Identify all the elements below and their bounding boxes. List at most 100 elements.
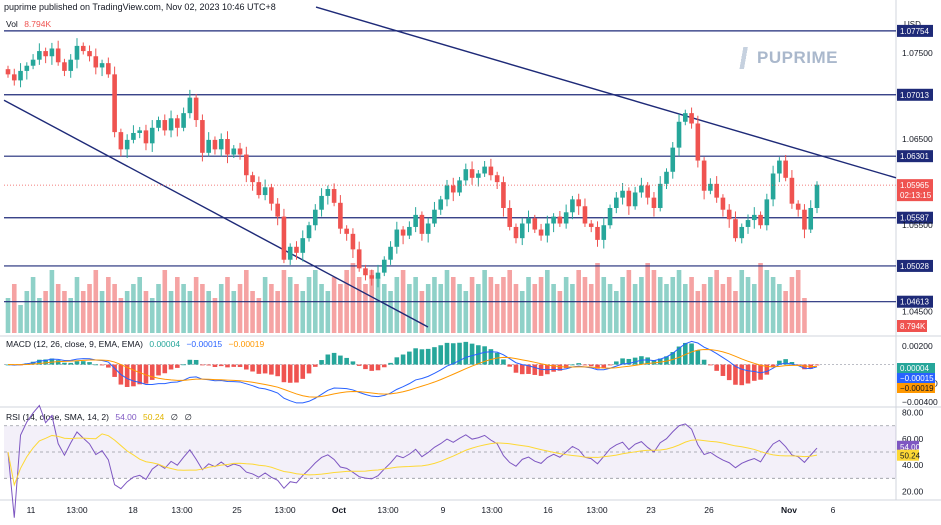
macd-histogram-bar bbox=[112, 364, 117, 377]
candle-body bbox=[237, 148, 243, 155]
candle-body bbox=[187, 97, 193, 114]
macd-legend[interactable]: MACD (12, 26, close, 9, EMA, EMA) 0.0000… bbox=[6, 339, 264, 349]
macd-histogram-bar bbox=[74, 361, 80, 365]
macd-histogram-bar bbox=[457, 342, 462, 365]
candle-body bbox=[563, 212, 569, 224]
macd-histogram-bar bbox=[262, 364, 268, 374]
candle-body bbox=[49, 48, 55, 57]
macd-legend-histogram: 0.00004 bbox=[149, 339, 181, 349]
volume-bar bbox=[118, 298, 124, 333]
volume-bar bbox=[338, 284, 343, 333]
time-axis-tick: 13:00 bbox=[274, 505, 296, 515]
macd-histogram-bar bbox=[557, 364, 563, 371]
candle-body bbox=[112, 74, 117, 133]
candle-body bbox=[99, 63, 105, 68]
volume-bar bbox=[55, 284, 61, 333]
candle-body bbox=[407, 226, 412, 236]
volume-bar bbox=[607, 284, 613, 333]
volume-bar bbox=[375, 277, 381, 333]
macd-histogram-bar bbox=[381, 364, 387, 368]
macd-histogram-bar bbox=[614, 361, 619, 365]
candle-body bbox=[683, 113, 688, 122]
candle-body bbox=[24, 65, 30, 71]
volume-bar bbox=[131, 284, 136, 333]
rsi-ma-value-tag: 50.24 bbox=[900, 452, 921, 461]
candle-body bbox=[62, 62, 67, 71]
macd-axis-tick: −0.00400 bbox=[902, 397, 938, 407]
volume-bar bbox=[319, 284, 324, 333]
volume-bar bbox=[325, 291, 331, 333]
macd-histogram-bar bbox=[739, 364, 745, 386]
volume-bar bbox=[632, 284, 638, 333]
volume-bar bbox=[425, 284, 431, 333]
volume-bar bbox=[501, 277, 506, 333]
candle-body bbox=[639, 185, 644, 193]
macd-histogram-bar bbox=[689, 343, 694, 365]
volume-bar bbox=[513, 284, 519, 333]
macd-histogram-bar bbox=[193, 359, 199, 365]
candle-body bbox=[218, 139, 224, 150]
rsi-legend[interactable]: RSI (14, close, SMA, 14, 2) 54.00 50.24 … bbox=[6, 412, 192, 423]
volume-bar bbox=[262, 277, 268, 333]
price-axis-tick: 1.06500 bbox=[902, 134, 933, 144]
rsi-legend-value: 54.00 bbox=[115, 412, 137, 422]
volume-bar bbox=[777, 284, 782, 333]
macd-value-tag: 0.00004 bbox=[900, 364, 929, 373]
candle-body bbox=[363, 268, 368, 276]
candle-body bbox=[381, 259, 387, 273]
candle-body bbox=[55, 48, 61, 63]
macd-histogram-bar bbox=[300, 364, 306, 379]
rsi-ma-tag-bg bbox=[897, 449, 919, 461]
volume-bar bbox=[18, 305, 23, 333]
volume-legend[interactable]: Vol 8.794K bbox=[6, 19, 51, 29]
macd-histogram-bar bbox=[87, 362, 92, 365]
candle-body bbox=[450, 185, 456, 193]
macd-histogram-bar bbox=[175, 364, 180, 368]
volume-bar bbox=[494, 284, 500, 333]
macd-histogram-bar bbox=[225, 364, 230, 368]
volume-bar bbox=[789, 277, 795, 333]
macd-histogram-bar bbox=[438, 345, 444, 365]
macd-histogram-bar bbox=[356, 364, 362, 366]
volume-bar bbox=[306, 277, 312, 333]
macd-histogram-bar bbox=[187, 359, 193, 365]
current-price-tag-bg bbox=[897, 179, 933, 202]
macd-histogram-bar bbox=[143, 364, 149, 384]
macd-histogram-bar bbox=[55, 360, 61, 365]
candle-body bbox=[325, 189, 331, 196]
macd-histogram-bar bbox=[450, 343, 456, 365]
macd-histogram-bar bbox=[331, 352, 337, 365]
candle-body bbox=[513, 226, 519, 239]
macd-histogram-bar bbox=[720, 364, 726, 376]
candle-body bbox=[808, 207, 814, 230]
volume-bar bbox=[419, 291, 425, 333]
volume-bar bbox=[526, 277, 531, 333]
time-axis-tick: 6 bbox=[831, 505, 836, 515]
macd-histogram-bar bbox=[588, 364, 594, 367]
macd-histogram-bar bbox=[607, 364, 613, 366]
candle-body bbox=[689, 113, 694, 124]
time-axis-tick: 13:00 bbox=[481, 505, 503, 515]
candle-body bbox=[168, 118, 174, 131]
rsi-line bbox=[7, 404, 818, 518]
candle-body bbox=[526, 218, 531, 224]
candle-body bbox=[394, 229, 400, 247]
candle-body bbox=[244, 154, 249, 176]
volume-bar bbox=[620, 277, 625, 333]
time-axis-tick: 11 bbox=[27, 505, 36, 515]
candle-body bbox=[538, 229, 544, 236]
volume-bar bbox=[720, 284, 726, 333]
macd-histogram-bar bbox=[269, 364, 274, 375]
rsi-ma-line bbox=[7, 433, 818, 487]
macd-histogram-bar bbox=[789, 362, 795, 365]
macd-histogram-bar bbox=[231, 364, 237, 367]
macd-histogram-bar bbox=[764, 364, 770, 375]
macd-histogram-bar bbox=[49, 358, 55, 365]
volume-bar bbox=[758, 263, 763, 333]
candle-body bbox=[419, 214, 425, 234]
macd-histogram-bar bbox=[93, 364, 99, 366]
volume-bar bbox=[275, 291, 280, 333]
macd-histogram-bar bbox=[626, 358, 632, 365]
macd-histogram-bar bbox=[563, 364, 569, 369]
